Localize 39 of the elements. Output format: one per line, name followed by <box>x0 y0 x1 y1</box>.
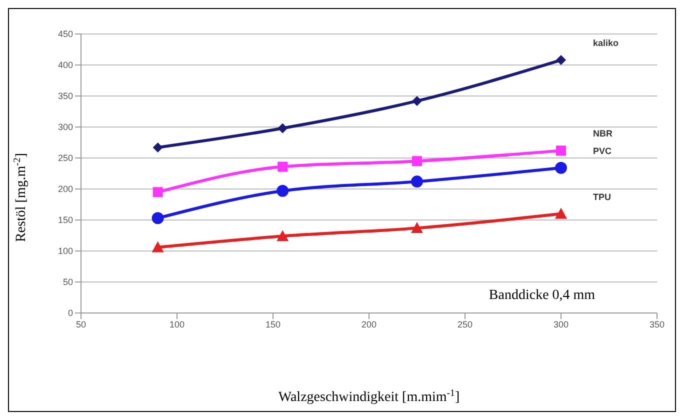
point <box>152 187 163 198</box>
x-tick-label: 50 <box>76 319 86 330</box>
y-tick-label: 350 <box>58 91 73 102</box>
point <box>276 230 289 242</box>
point <box>555 208 567 219</box>
point <box>411 222 423 234</box>
y-tick-label: 50 <box>62 277 73 288</box>
y-tick-label: 150 <box>58 215 73 226</box>
point <box>278 162 288 172</box>
point <box>276 184 289 197</box>
x-axis-title: Walzgeschwindigkeit [m.mim$^{-1}$] <box>278 388 460 405</box>
x-tick-label: 300 <box>553 319 569 330</box>
x-tick-label: 100 <box>169 319 185 330</box>
y-tick-label: 0 <box>68 308 73 318</box>
point <box>556 55 566 66</box>
y-tick-label: 450 <box>58 29 73 40</box>
point <box>278 123 288 134</box>
point <box>152 212 164 224</box>
annotation: Banddicke 0,4 mm <box>488 288 596 303</box>
y-tick-label: 400 <box>58 60 73 70</box>
x-tick-label: 200 <box>361 319 377 330</box>
x-tick-label: 250 <box>457 319 473 330</box>
text: PVC <box>593 146 612 156</box>
point <box>556 146 566 156</box>
point <box>412 96 422 106</box>
y-tick-label: 200 <box>58 184 73 194</box>
point <box>152 142 163 152</box>
text: kaliko <box>593 38 620 48</box>
point <box>411 176 423 188</box>
text: TPU <box>593 192 611 202</box>
text: NBR <box>593 128 613 139</box>
y-tick-label: 300 <box>58 122 73 132</box>
point <box>555 162 567 174</box>
x-tick-label: 350 <box>649 319 665 330</box>
y-tick-label: 100 <box>58 246 73 256</box>
point <box>152 241 164 252</box>
point <box>412 156 422 166</box>
x-tick-label: 150 <box>265 319 281 330</box>
y-tick-label: 250 <box>58 153 73 164</box>
